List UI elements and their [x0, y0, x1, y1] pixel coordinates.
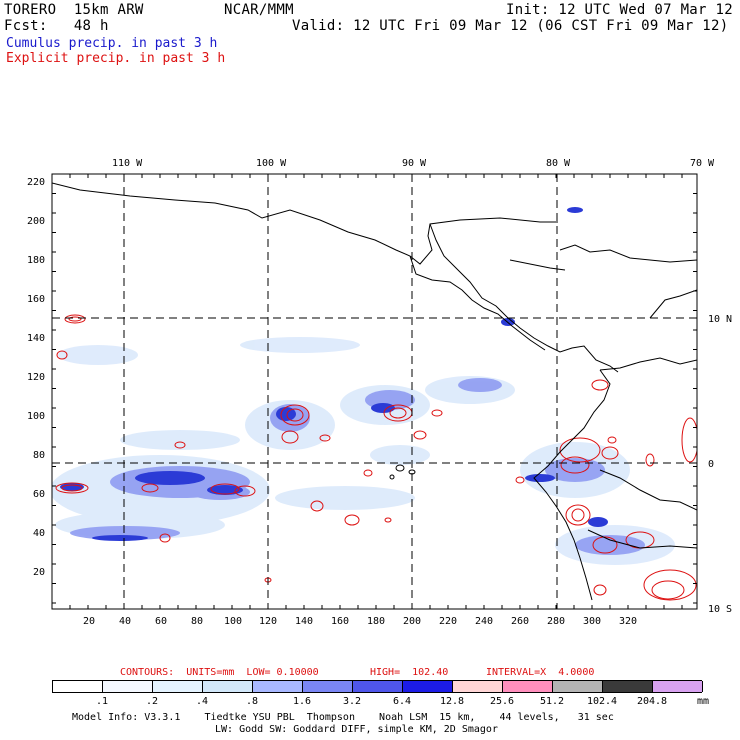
y-tick-label: 220	[27, 177, 45, 188]
center-label: NCAR/MMM	[224, 2, 294, 18]
colorbar	[52, 680, 703, 693]
legend-explicit: Explicit precip. in past 3 h	[6, 51, 226, 66]
x-tick-label: 20	[83, 616, 95, 627]
x-tick-label: 100	[224, 616, 242, 627]
y-tick-label: 200	[27, 216, 45, 227]
y-tick-label: 180	[27, 255, 45, 266]
lon-label: 80 W	[546, 158, 571, 169]
colorbar-label: .2	[145, 696, 159, 707]
lat-label: 10 S	[708, 604, 732, 615]
x-tick-label: 60	[155, 616, 167, 627]
colorbar-label: 1.6	[292, 696, 312, 707]
colorbar-swatch	[353, 681, 403, 692]
colorbar-swatch	[303, 681, 353, 692]
x-tick-label: 320	[619, 616, 637, 627]
lon-label: 70 W	[690, 158, 715, 169]
y-tick-label: 120	[27, 372, 45, 383]
colorbar-swatch	[103, 681, 153, 692]
colorbar-swatch	[653, 681, 703, 692]
colorbar-swatch	[553, 681, 603, 692]
cumulus-precip-areas	[52, 207, 675, 565]
lon-label: 90 W	[402, 158, 427, 169]
y-tick-label: 140	[27, 333, 45, 344]
init-time: Init: 12 UTC Wed 07 Mar 12	[506, 2, 733, 18]
x-tick-label: 80	[191, 616, 203, 627]
colorbar-swatch	[603, 681, 653, 692]
x-tick-label: 40	[119, 616, 131, 627]
x-tick-label: 300	[583, 616, 601, 627]
lat-label: 0	[708, 459, 714, 470]
colorbar-label: 3.2	[342, 696, 362, 707]
y-tick-label: 20	[33, 567, 45, 578]
y-tick-label: 160	[27, 294, 45, 305]
longitude-labels: 110 W 100 W 90 W 80 W 70 W	[112, 158, 715, 169]
x-tick-label: 120	[259, 616, 277, 627]
lat-label: 10 N	[708, 314, 732, 325]
colorbar-label: .1	[95, 696, 109, 707]
colorbar-label: 51.2	[539, 696, 565, 707]
model-title: TORERO 15km ARW	[4, 2, 144, 18]
forecast-hour: Fcst: 48 h	[4, 18, 109, 34]
colorbar-unit: mm	[697, 696, 710, 707]
colorbar-label: .4	[195, 696, 209, 707]
contours-interval: INTERVAL=X 4.0000	[486, 667, 595, 678]
x-tick-label: 220	[439, 616, 457, 627]
y-tick-label: 40	[33, 528, 45, 539]
colorbar-swatch	[203, 681, 253, 692]
contours-high: HIGH= 102.40	[370, 667, 449, 678]
lon-label: 100 W	[256, 158, 287, 169]
colorbar-label: .8	[245, 696, 259, 707]
colorbar-swatch	[53, 681, 103, 692]
contours-info: CONTOURS: UNITS=mm LOW= 0.10000	[120, 667, 319, 678]
explicit-precip-contours	[55, 314, 697, 601]
latitude-labels: 10 N 0 10 S	[708, 314, 732, 615]
x-tick-label: 180	[367, 616, 385, 627]
colorbar-swatch	[403, 681, 453, 692]
x-tick-label: 200	[403, 616, 421, 627]
y-tick-label: 60	[33, 489, 45, 500]
lon-label: 110 W	[112, 158, 143, 169]
y-tick-label: 100	[27, 411, 45, 422]
physics-info: LW: Godd SW: Goddard DIFF, simple KM, 2D…	[215, 724, 498, 735]
x-tick-label: 260	[511, 616, 529, 627]
map-frame	[51, 173, 698, 610]
colorbar-swatch	[453, 681, 503, 692]
colorbar-label: 204.8	[636, 696, 668, 707]
y-tick-label: 80	[33, 450, 45, 461]
x-tick-label: 160	[331, 616, 349, 627]
colorbar-swatch	[253, 681, 303, 692]
colorbar-swatch	[503, 681, 553, 692]
axis-ticks	[51, 173, 697, 609]
latlon-grid	[52, 174, 697, 609]
x-tick-label: 140	[295, 616, 313, 627]
x-tick-label: 240	[475, 616, 493, 627]
legend-cumulus: Cumulus precip. in past 3 h	[6, 36, 218, 51]
colorbar-swatch	[153, 681, 203, 692]
y-index-labels: 220 200 180 160 140 120 100 80 60 40 20	[27, 177, 45, 578]
valid-time: Valid: 12 UTC Fri 09 Mar 12 (06 CST Fri …	[292, 18, 729, 34]
colorbar-label: 12.8	[439, 696, 465, 707]
x-tick-label: 280	[547, 616, 565, 627]
x-index-labels: 20 40 60 80 100 120 140 160 180 200 220 …	[83, 616, 637, 627]
colorbar-label: 25.6	[489, 696, 515, 707]
colorbar-label: 6.4	[392, 696, 412, 707]
model-info: Model Info: V3.3.1 Tiedtke YSU PBL Thomp…	[72, 712, 614, 723]
colorbar-label: 102.4	[586, 696, 618, 707]
